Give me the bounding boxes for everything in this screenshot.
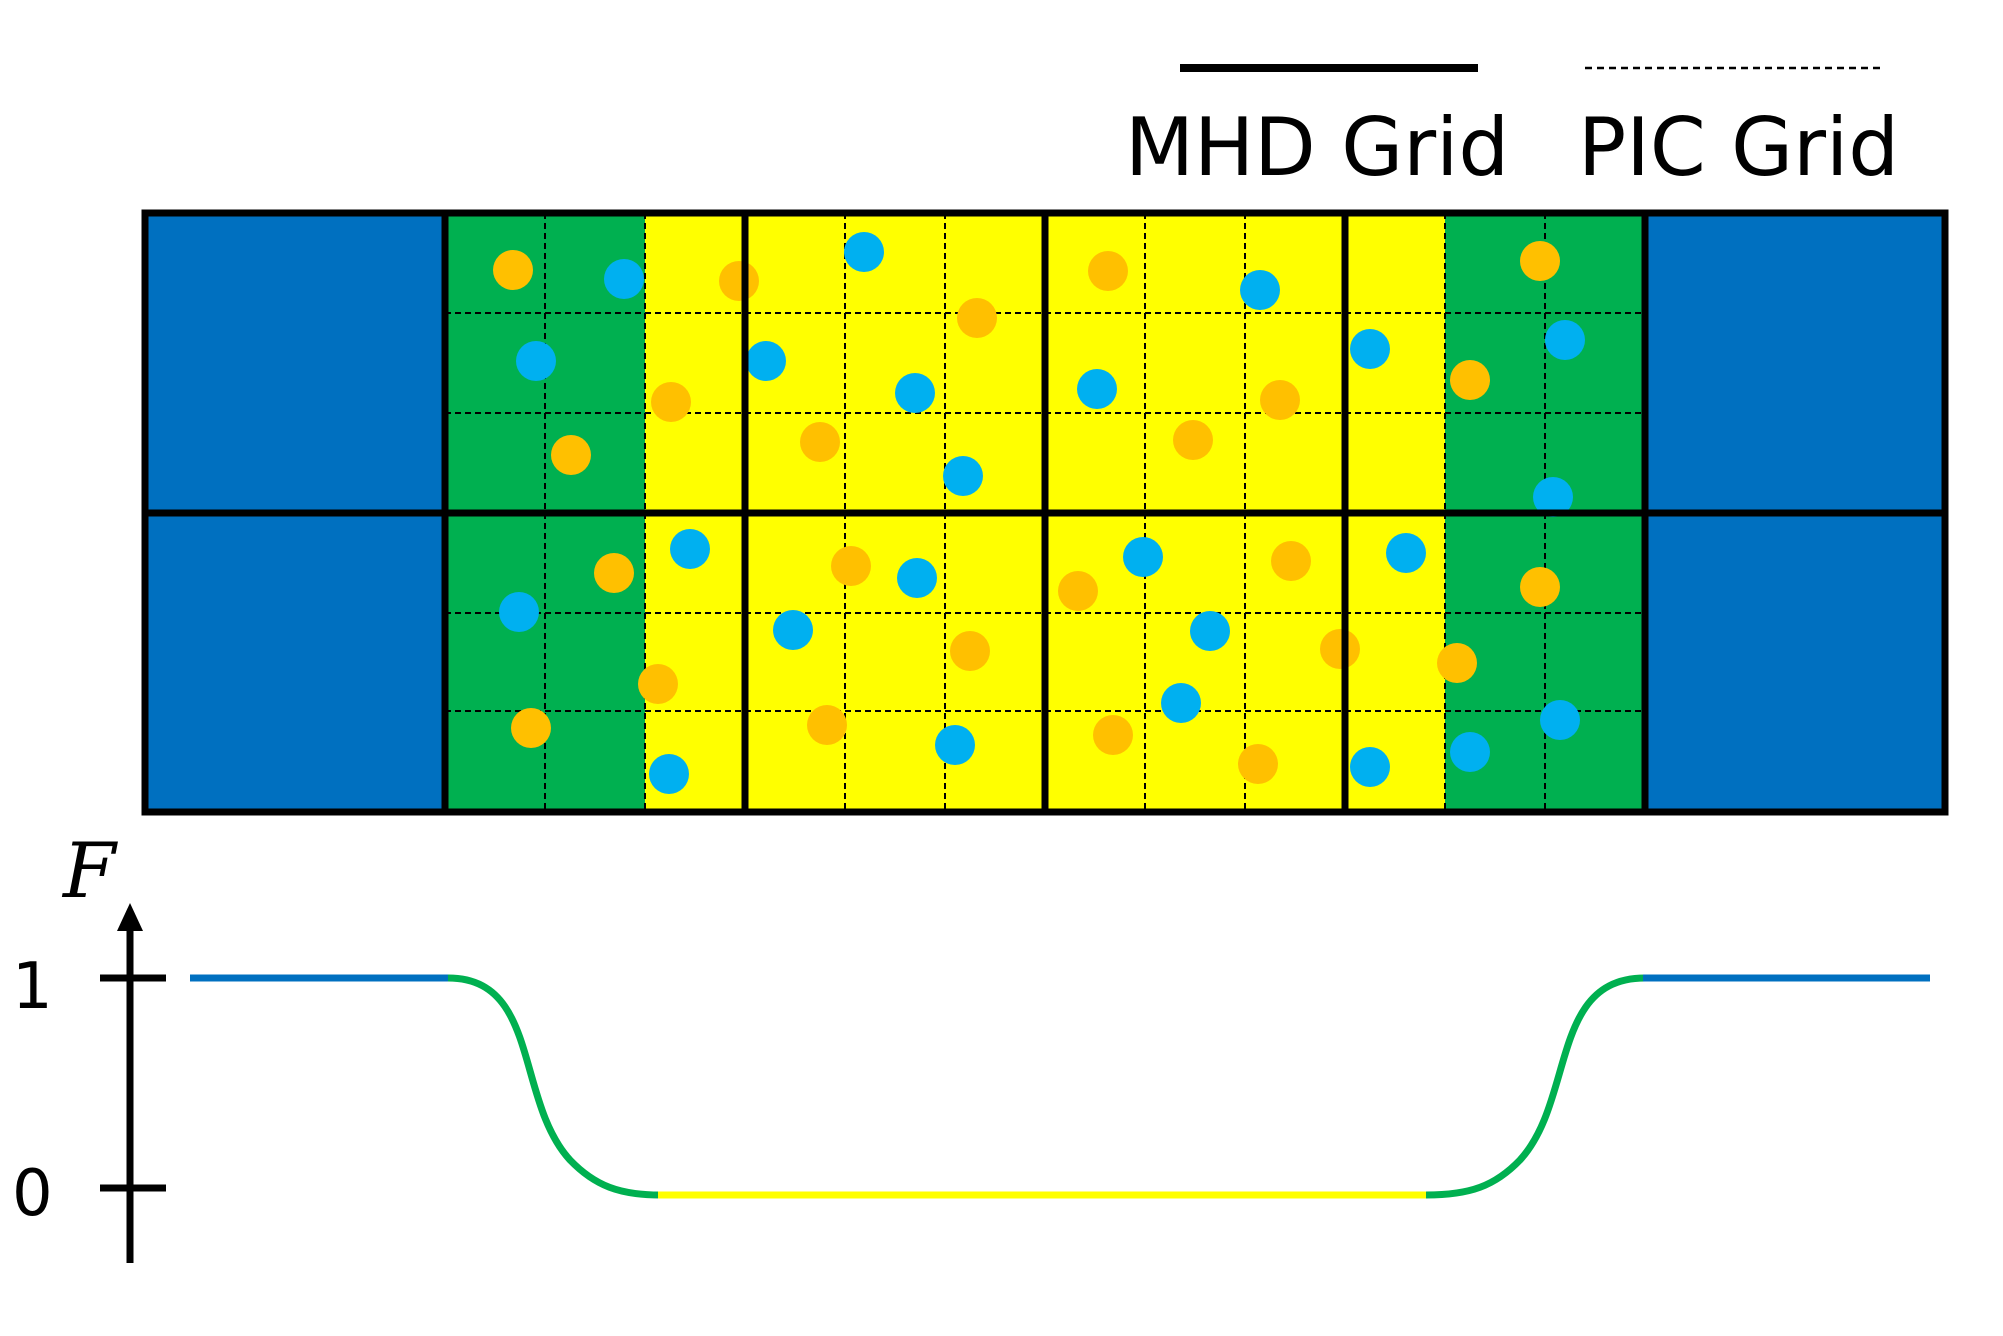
electron-particle	[604, 259, 644, 299]
ion-particle	[1093, 715, 1133, 755]
electron-particle	[1540, 700, 1580, 740]
electron-particle	[1077, 369, 1117, 409]
ion-particle	[800, 422, 840, 462]
ion-particle	[1450, 360, 1490, 400]
ion-particle	[831, 546, 871, 586]
electron-particle	[516, 341, 556, 381]
electron-particle	[1545, 320, 1585, 360]
ion-particle	[1320, 629, 1360, 669]
electron-particle	[1533, 477, 1573, 517]
ion-particle	[1271, 541, 1311, 581]
ion-particle	[1058, 571, 1098, 611]
f-curve-transition-right	[1425, 974, 1646, 1199]
f-axis: F 1 0	[12, 826, 166, 1263]
legend: MHD Grid PIC Grid	[1125, 64, 1899, 194]
ion-particle	[493, 250, 533, 290]
electron-particle	[746, 341, 786, 381]
ion-particle	[719, 261, 759, 301]
ion-particle	[551, 435, 591, 475]
electron-particle	[1450, 732, 1490, 772]
electron-particle	[943, 456, 983, 496]
ion-particle	[594, 553, 634, 593]
electron-particle	[1161, 683, 1201, 723]
electron-particle	[844, 232, 884, 272]
electron-particle	[1350, 747, 1390, 787]
axis-arrow-icon	[117, 903, 143, 931]
ion-particle	[957, 298, 997, 338]
tick-high-label: 1	[12, 950, 53, 1024]
ion-particle	[1173, 420, 1213, 460]
electron-particle	[1240, 270, 1280, 310]
electron-particle	[1386, 533, 1426, 573]
electron-particle	[897, 558, 937, 598]
pic-grid-legend-label: PIC Grid	[1578, 101, 1899, 194]
electron-particle	[773, 610, 813, 650]
ion-particle	[1520, 567, 1560, 607]
ion-particle	[807, 705, 847, 745]
f-curve	[190, 974, 1930, 1199]
ion-particle	[638, 664, 678, 704]
particles	[493, 232, 1585, 794]
electron-particle	[1123, 537, 1163, 577]
tick-low-label: 0	[12, 1157, 53, 1231]
electron-particle	[670, 529, 710, 569]
electron-particle	[499, 592, 539, 632]
ion-particle	[1520, 241, 1560, 281]
f-axis-label: F	[61, 826, 118, 915]
ion-particle	[511, 708, 551, 748]
ion-particle	[1088, 251, 1128, 291]
ion-particle	[1260, 380, 1300, 420]
electron-particle	[1350, 329, 1390, 369]
ion-particle	[1238, 744, 1278, 784]
electron-particle	[895, 373, 935, 413]
mhd-grid-legend-label: MHD Grid	[1125, 101, 1509, 194]
electron-particle	[935, 725, 975, 765]
ion-particle	[1437, 643, 1477, 683]
ion-particle	[950, 631, 990, 671]
electron-particle	[1190, 611, 1230, 651]
mhd-grid	[141, 209, 1949, 816]
ion-particle	[651, 382, 691, 422]
electron-particle	[649, 754, 689, 794]
f-curve-transition-left	[447, 974, 661, 1199]
